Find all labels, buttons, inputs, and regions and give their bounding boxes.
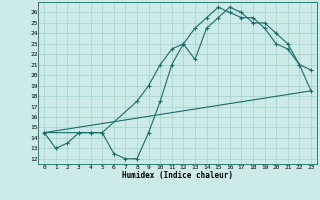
X-axis label: Humidex (Indice chaleur): Humidex (Indice chaleur): [122, 171, 233, 180]
